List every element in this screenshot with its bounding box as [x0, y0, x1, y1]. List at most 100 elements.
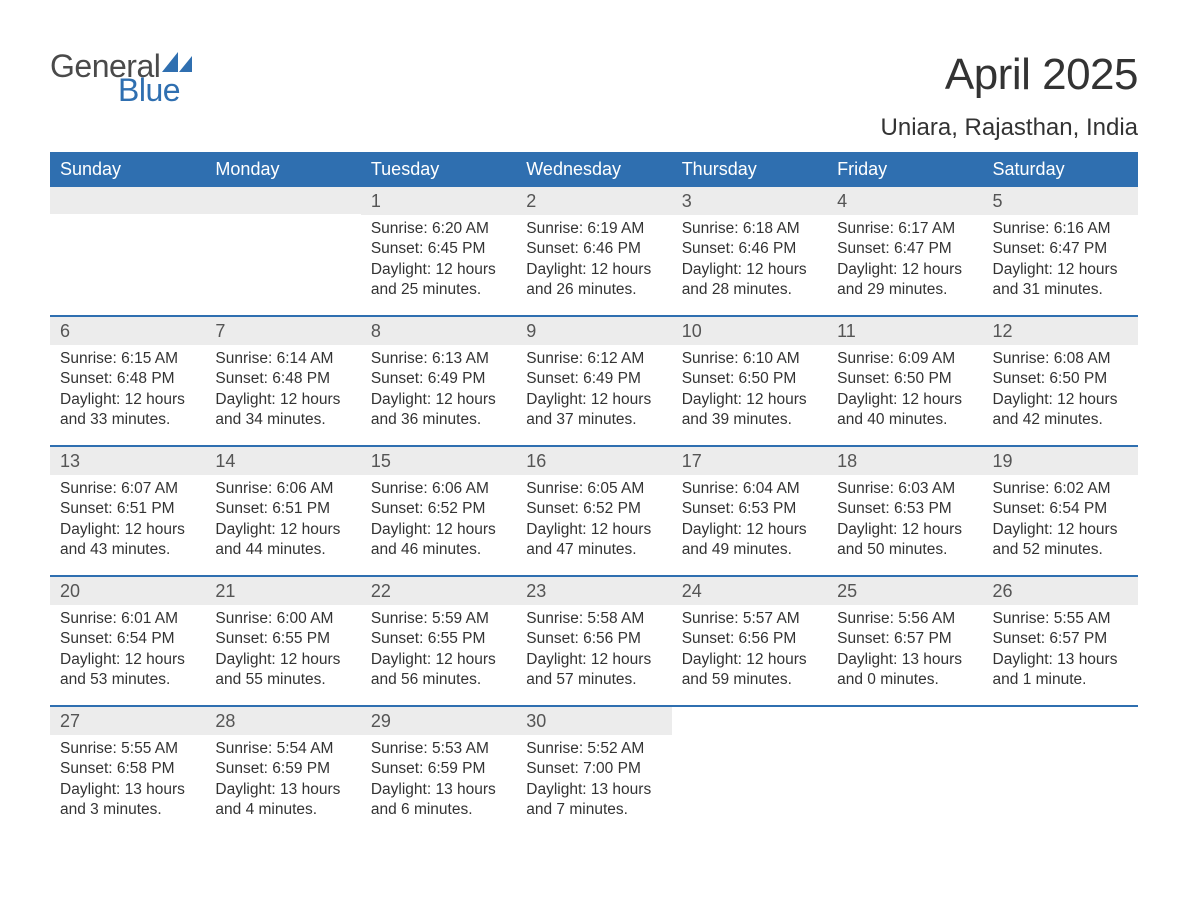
day-cell: 13Sunrise: 6:07 AMSunset: 6:51 PMDayligh…: [50, 447, 205, 575]
day-line: Sunrise: 5:52 AM: [526, 739, 661, 759]
day-number: [50, 187, 205, 214]
day-body: Sunrise: 6:06 AMSunset: 6:52 PMDaylight:…: [361, 475, 516, 561]
day-line: Sunrise: 5:55 AM: [60, 739, 195, 759]
day-body: Sunrise: 5:57 AMSunset: 6:56 PMDaylight:…: [672, 605, 827, 691]
day-line: Sunset: 6:57 PM: [837, 629, 972, 649]
day-line: Sunrise: 6:14 AM: [215, 349, 350, 369]
day-body: Sunrise: 6:15 AMSunset: 6:48 PMDaylight:…: [50, 345, 205, 431]
day-number: 9: [516, 317, 671, 345]
day-body: Sunrise: 6:16 AMSunset: 6:47 PMDaylight:…: [983, 215, 1138, 301]
day-number: 25: [827, 577, 982, 605]
day-body: Sunrise: 5:56 AMSunset: 6:57 PMDaylight:…: [827, 605, 982, 691]
day-cell: [827, 707, 982, 835]
day-number: 18: [827, 447, 982, 475]
day-line: Daylight: 12 hours and 57 minutes.: [526, 650, 661, 691]
day-body: Sunrise: 5:55 AMSunset: 6:57 PMDaylight:…: [983, 605, 1138, 691]
day-body: Sunrise: 6:10 AMSunset: 6:50 PMDaylight:…: [672, 345, 827, 431]
day-body: Sunrise: 5:59 AMSunset: 6:55 PMDaylight:…: [361, 605, 516, 691]
day-cell: 30Sunrise: 5:52 AMSunset: 7:00 PMDayligh…: [516, 707, 671, 835]
day-line: Daylight: 12 hours and 31 minutes.: [993, 260, 1128, 301]
day-body: Sunrise: 6:14 AMSunset: 6:48 PMDaylight:…: [205, 345, 360, 431]
week-row: 6Sunrise: 6:15 AMSunset: 6:48 PMDaylight…: [50, 315, 1138, 445]
day-line: Sunset: 6:46 PM: [682, 239, 817, 259]
day-number: 17: [672, 447, 827, 475]
day-number: 3: [672, 187, 827, 215]
day-line: Sunset: 6:49 PM: [526, 369, 661, 389]
day-line: Sunset: 6:54 PM: [60, 629, 195, 649]
day-body: Sunrise: 6:07 AMSunset: 6:51 PMDaylight:…: [50, 475, 205, 561]
day-number: 16: [516, 447, 671, 475]
day-line: Sunset: 7:00 PM: [526, 759, 661, 779]
day-body: Sunrise: 5:52 AMSunset: 7:00 PMDaylight:…: [516, 735, 671, 821]
day-number: 14: [205, 447, 360, 475]
day-body: Sunrise: 5:55 AMSunset: 6:58 PMDaylight:…: [50, 735, 205, 821]
calendar: SundayMondayTuesdayWednesdayThursdayFrid…: [50, 152, 1138, 835]
day-line: Daylight: 12 hours and 53 minutes.: [60, 650, 195, 691]
day-cell: 5Sunrise: 6:16 AMSunset: 6:47 PMDaylight…: [983, 187, 1138, 315]
day-cell: 25Sunrise: 5:56 AMSunset: 6:57 PMDayligh…: [827, 577, 982, 705]
day-number: 20: [50, 577, 205, 605]
day-line: Sunset: 6:50 PM: [682, 369, 817, 389]
day-body: Sunrise: 6:20 AMSunset: 6:45 PMDaylight:…: [361, 215, 516, 301]
day-cell: 15Sunrise: 6:06 AMSunset: 6:52 PMDayligh…: [361, 447, 516, 575]
day-cell: [50, 187, 205, 315]
day-line: Sunset: 6:53 PM: [682, 499, 817, 519]
day-line: Sunrise: 6:02 AM: [993, 479, 1128, 499]
day-cell: [983, 707, 1138, 835]
day-line: Daylight: 12 hours and 50 minutes.: [837, 520, 972, 561]
day-number: 11: [827, 317, 982, 345]
day-line: Sunrise: 6:16 AM: [993, 219, 1128, 239]
week-row: 20Sunrise: 6:01 AMSunset: 6:54 PMDayligh…: [50, 575, 1138, 705]
day-line: Sunrise: 6:20 AM: [371, 219, 506, 239]
day-body: Sunrise: 6:06 AMSunset: 6:51 PMDaylight:…: [205, 475, 360, 561]
day-cell: 20Sunrise: 6:01 AMSunset: 6:54 PMDayligh…: [50, 577, 205, 705]
day-number: 22: [361, 577, 516, 605]
day-line: Sunset: 6:59 PM: [215, 759, 350, 779]
day-line: Daylight: 12 hours and 25 minutes.: [371, 260, 506, 301]
day-line: Sunset: 6:52 PM: [526, 499, 661, 519]
day-line: Sunrise: 6:10 AM: [682, 349, 817, 369]
day-cell: 12Sunrise: 6:08 AMSunset: 6:50 PMDayligh…: [983, 317, 1138, 445]
day-line: Sunset: 6:56 PM: [682, 629, 817, 649]
day-cell: 24Sunrise: 5:57 AMSunset: 6:56 PMDayligh…: [672, 577, 827, 705]
day-line: Sunrise: 6:03 AM: [837, 479, 972, 499]
day-line: Sunset: 6:48 PM: [60, 369, 195, 389]
day-line: Sunrise: 6:13 AM: [371, 349, 506, 369]
day-cell: 4Sunrise: 6:17 AMSunset: 6:47 PMDaylight…: [827, 187, 982, 315]
day-line: Daylight: 13 hours and 3 minutes.: [60, 780, 195, 821]
day-number: 30: [516, 707, 671, 735]
day-number: 8: [361, 317, 516, 345]
day-cell: 14Sunrise: 6:06 AMSunset: 6:51 PMDayligh…: [205, 447, 360, 575]
day-line: Daylight: 12 hours and 34 minutes.: [215, 390, 350, 431]
day-body: Sunrise: 6:18 AMSunset: 6:46 PMDaylight:…: [672, 215, 827, 301]
day-number: 1: [361, 187, 516, 215]
day-line: Sunrise: 5:53 AM: [371, 739, 506, 759]
day-number: 23: [516, 577, 671, 605]
day-cell: 28Sunrise: 5:54 AMSunset: 6:59 PMDayligh…: [205, 707, 360, 835]
day-cell: 10Sunrise: 6:10 AMSunset: 6:50 PMDayligh…: [672, 317, 827, 445]
day-line: Daylight: 12 hours and 44 minutes.: [215, 520, 350, 561]
weekday-header: Thursday: [672, 152, 827, 187]
day-line: Sunset: 6:47 PM: [993, 239, 1128, 259]
day-number: 2: [516, 187, 671, 215]
day-number: 27: [50, 707, 205, 735]
day-cell: 21Sunrise: 6:00 AMSunset: 6:55 PMDayligh…: [205, 577, 360, 705]
day-line: Sunrise: 6:17 AM: [837, 219, 972, 239]
day-line: Sunrise: 5:59 AM: [371, 609, 506, 629]
day-body: Sunrise: 6:19 AMSunset: 6:46 PMDaylight:…: [516, 215, 671, 301]
day-line: Sunset: 6:54 PM: [993, 499, 1128, 519]
day-cell: 26Sunrise: 5:55 AMSunset: 6:57 PMDayligh…: [983, 577, 1138, 705]
day-line: Sunrise: 5:58 AM: [526, 609, 661, 629]
day-line: Daylight: 12 hours and 46 minutes.: [371, 520, 506, 561]
day-number: 26: [983, 577, 1138, 605]
day-cell: 17Sunrise: 6:04 AMSunset: 6:53 PMDayligh…: [672, 447, 827, 575]
day-cell: 6Sunrise: 6:15 AMSunset: 6:48 PMDaylight…: [50, 317, 205, 445]
weekday-header: Monday: [205, 152, 360, 187]
day-line: Daylight: 12 hours and 59 minutes.: [682, 650, 817, 691]
day-line: Sunrise: 6:12 AM: [526, 349, 661, 369]
day-line: Daylight: 12 hours and 40 minutes.: [837, 390, 972, 431]
day-number: 6: [50, 317, 205, 345]
day-line: Daylight: 12 hours and 42 minutes.: [993, 390, 1128, 431]
day-cell: 22Sunrise: 5:59 AMSunset: 6:55 PMDayligh…: [361, 577, 516, 705]
day-line: Daylight: 12 hours and 39 minutes.: [682, 390, 817, 431]
